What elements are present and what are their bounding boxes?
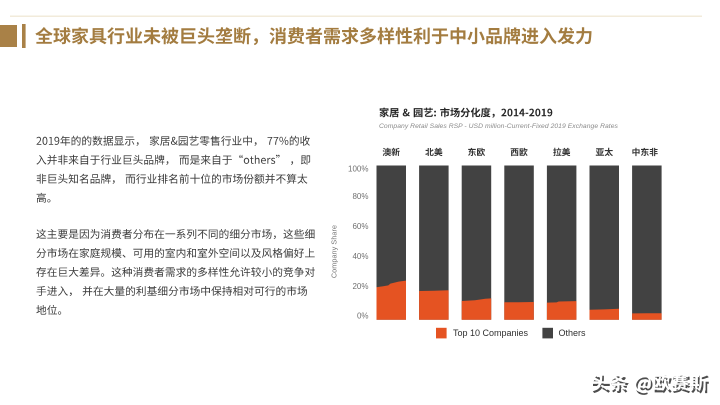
svg-text:60%: 60% [352,222,368,231]
svg-text:40%: 40% [352,252,368,261]
svg-text:Company Share: Company Share [330,225,339,278]
svg-text:0%: 0% [357,311,369,320]
svg-text:Top 10 Companies: Top 10 Companies [453,328,529,338]
svg-text:Others: Others [559,328,587,338]
svg-text:20%: 20% [352,282,368,291]
svg-text:Company Retail Sales RSP - USD: Company Retail Sales RSP - USD million-C… [379,123,619,130]
svg-text:80%: 80% [352,192,368,201]
svg-text:100%: 100% [348,164,368,173]
